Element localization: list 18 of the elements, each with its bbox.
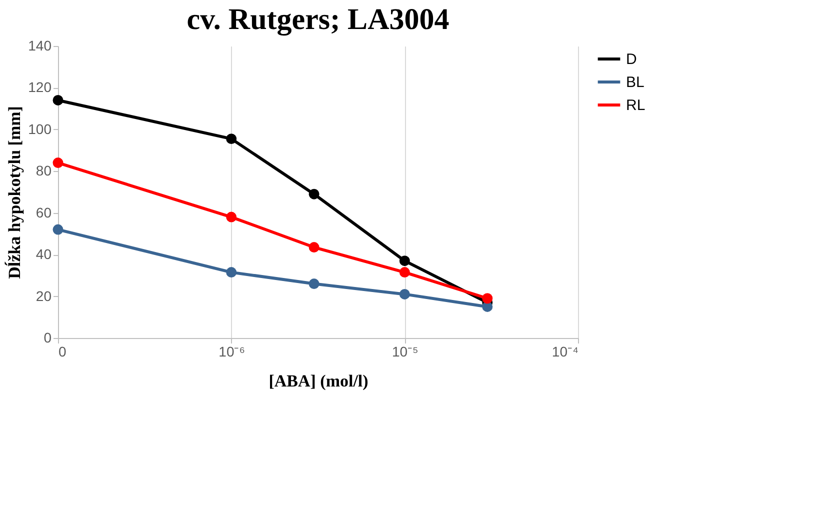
x-tick-label: 10⁻⁵ [392, 344, 418, 360]
x-tick-label: 0 [58, 344, 66, 360]
x-axis-title: [ABA] (mol/l) [268, 372, 368, 390]
y-axis-title: Dĺžka hypokotylu [mm] [4, 106, 24, 279]
y-tick-label: 40 [36, 246, 52, 262]
y-tick-label: 80 [36, 162, 52, 179]
x-tick-label: 10⁻⁶ [218, 344, 246, 360]
legend-label: RL [626, 97, 646, 114]
x-tick-label: 10⁻⁴ [552, 344, 578, 360]
legend-label: D [626, 51, 637, 68]
chart-title: cv. Rutgers; LA3004 [186, 3, 450, 36]
y-tick-label: 20 [36, 288, 52, 304]
y-tick-label: 120 [28, 79, 52, 96]
legend-label: BL [626, 74, 644, 91]
y-tick-label: 0 [44, 330, 52, 346]
y-tick-label: 140 [28, 38, 52, 54]
y-tick-label: 60 [36, 204, 52, 220]
y-tick-label: 100 [28, 120, 52, 137]
